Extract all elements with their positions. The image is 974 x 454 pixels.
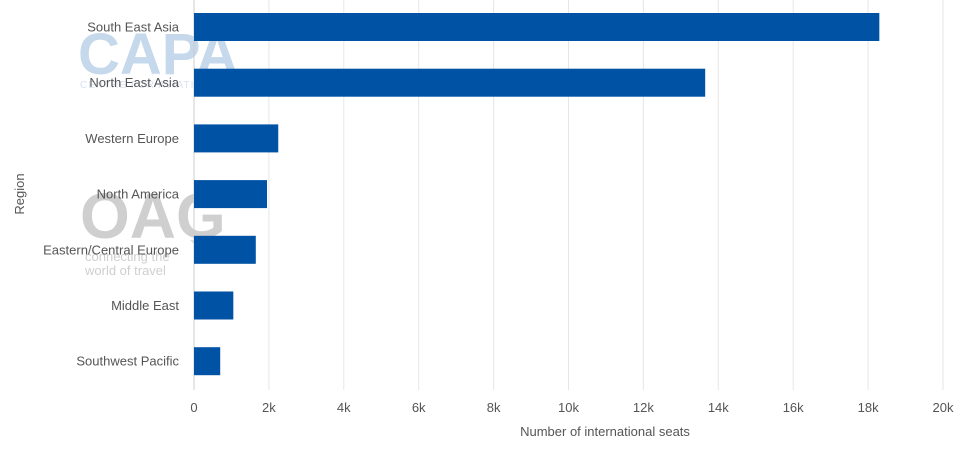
bar[interactable] <box>194 347 221 376</box>
category-label: North East Asia <box>89 75 179 90</box>
x-tick-label: 2k <box>262 400 276 415</box>
x-axis-title: Number of international seats <box>520 424 690 439</box>
bars-layer <box>194 13 880 376</box>
x-tick-label: 6k <box>412 400 426 415</box>
bar[interactable] <box>194 124 279 153</box>
x-tick-label: 8k <box>487 400 501 415</box>
x-tick-labels: 0 2k 4k 6k 8k 10k 12k 14k 16k 18k 20k <box>190 400 954 415</box>
x-tick-label: 16k <box>783 400 804 415</box>
bar[interactable] <box>194 235 256 264</box>
category-label: Middle East <box>111 298 179 313</box>
bar[interactable] <box>194 180 268 209</box>
category-label: South East Asia <box>87 20 180 35</box>
category-label: Eastern/Central Europe <box>43 242 179 257</box>
category-label: Western Europe <box>85 131 179 146</box>
x-tick-label: 4k <box>337 400 351 415</box>
y-axis-title: Region <box>12 173 27 214</box>
x-tick-label: 20k <box>933 400 954 415</box>
bar[interactable] <box>194 291 234 320</box>
grid-layer <box>193 0 944 390</box>
oag-tagline-2: world of travel <box>84 263 166 278</box>
x-tick-label: 14k <box>708 400 729 415</box>
x-tick-label: 10k <box>558 400 579 415</box>
x-tick-label: 12k <box>633 400 654 415</box>
bar[interactable] <box>194 68 706 97</box>
category-label: North America <box>97 187 180 202</box>
category-label: Southwest Pacific <box>76 354 179 369</box>
bar[interactable] <box>194 13 880 41</box>
x-tick-label: 18k <box>858 400 879 415</box>
category-labels: South East Asia North East Asia Western Eu… <box>43 20 180 369</box>
x-tick-label: 0 <box>190 400 197 415</box>
